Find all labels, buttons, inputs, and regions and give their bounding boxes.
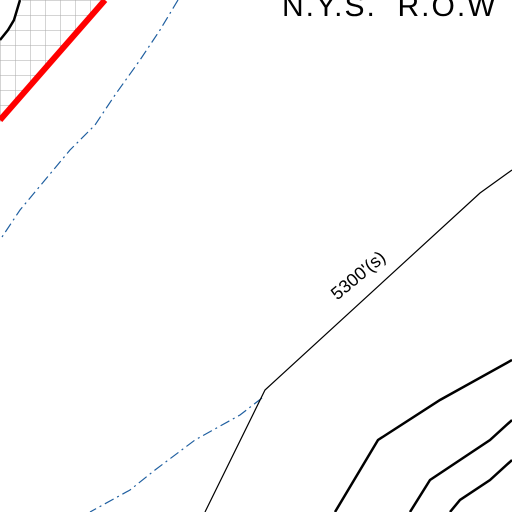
contour-line [333,358,512,512]
boundary-line [0,0,22,41]
stream [89,397,263,512]
row-label: N.Y.S. R.O.W [282,0,497,23]
contour-line [408,419,512,512]
contour-line [204,169,512,512]
row-line [0,0,108,122]
stream [0,0,179,241]
contour-line [449,459,512,512]
